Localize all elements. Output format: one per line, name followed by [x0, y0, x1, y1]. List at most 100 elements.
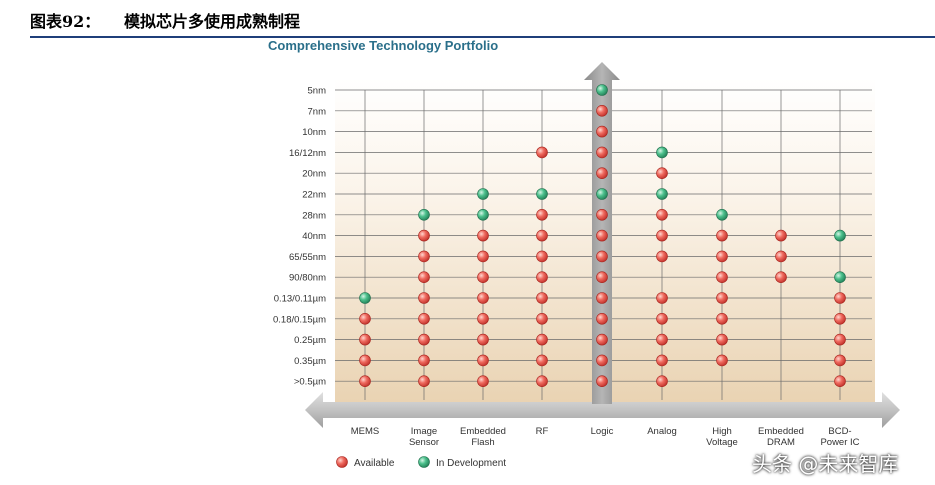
- marker-rf-22nm-in-development: [536, 188, 548, 200]
- marker-rf-0-13-0-11-m-available: [536, 292, 548, 304]
- marker-rf-16-12nm-available: [536, 146, 548, 159]
- marker-mems-0-25-m-available: [359, 333, 371, 346]
- marker-analog-0-5-m-available: [656, 375, 668, 388]
- marker-image-sensor-65-55nm-available: [418, 250, 430, 263]
- marker-image-sensor-0-5-m-available: [418, 375, 430, 388]
- marker-logic-0-18-0-15-m-available: [596, 312, 608, 325]
- node-label: 16/12nm: [289, 148, 326, 159]
- node-labels: 5nm 7nm 10nm 16/12nm 20nm 22nm 28nm 40nm 65/55nm…: [273, 86, 326, 388]
- legend-label-available: Available: [354, 458, 395, 469]
- category-label-analog: Analog: [647, 426, 677, 437]
- legend-swatch-available: [336, 456, 348, 468]
- figure-title: 模拟芯片多使用成熟制程: [124, 12, 301, 31]
- node-label: 40nm: [302, 231, 326, 242]
- marker-embedded-flash-65-55nm-available: [477, 250, 489, 263]
- marker-analog-28nm-available: [656, 209, 668, 221]
- marker-embedded-flash-0-35-m-available: [477, 354, 489, 367]
- marker-logic-0-35-m-available: [596, 354, 608, 367]
- category-labels: MEMS Image Sensor Embedded Flash RF Logic Analo…: [351, 426, 860, 448]
- marker-mems-0-18-0-15-m-available: [359, 312, 371, 325]
- marker-logic-10nm-available: [596, 125, 608, 138]
- marker-logic-16-12nm-available: [596, 146, 608, 159]
- marker-embedded-flash-28nm-in-development: [477, 209, 489, 221]
- marker-image-sensor-0-25-m-available: [418, 333, 430, 346]
- marker-analog-20nm-available: [656, 167, 668, 179]
- markers: [359, 84, 846, 388]
- marker-logic-0-5-m-available: [596, 375, 608, 388]
- marker-high-voltage-0-35-m-available: [716, 354, 728, 367]
- category-label-mems: MEMS: [351, 426, 380, 437]
- marker-embedded-dram-65-55nm-available: [775, 250, 787, 263]
- marker-image-sensor-0-13-0-11-m-available: [418, 292, 430, 304]
- marker-bcd-power-ic-40nm-in-development: [834, 229, 846, 242]
- category-label-image-sensor: Image Sensor: [409, 426, 439, 448]
- marker-mems-0-5-m-available: [359, 375, 371, 388]
- marker-embedded-flash-40nm-available: [477, 229, 489, 242]
- marker-embedded-flash-0-5-m-available: [477, 375, 489, 388]
- marker-analog-40nm-available: [656, 229, 668, 242]
- node-label: 5nm: [308, 86, 327, 97]
- marker-logic-90-80nm-available: [596, 271, 608, 284]
- category-label-logic: Logic: [591, 426, 614, 437]
- marker-rf-0-5-m-available: [536, 375, 548, 388]
- marker-bcd-power-ic-0-5-m-available: [834, 375, 846, 388]
- marker-bcd-power-ic-0-13-0-11-m-available: [834, 292, 846, 304]
- marker-rf-0-35-m-available: [536, 354, 548, 367]
- marker-bcd-power-ic-0-25-m-available: [834, 333, 846, 346]
- chart-title: Comprehensive Technology Portfolio: [268, 38, 499, 53]
- marker-high-voltage-0-25-m-available: [716, 333, 728, 346]
- marker-rf-40nm-available: [536, 229, 548, 242]
- marker-logic-28nm-available: [596, 209, 608, 221]
- marker-logic-20nm-available: [596, 167, 608, 179]
- legend: Available In Development: [336, 456, 506, 469]
- node-label: 7nm: [308, 106, 327, 117]
- category-label-bcd-power-ic: BCD-Power IC: [820, 426, 859, 448]
- marker-embedded-dram-90-80nm-available: [775, 271, 787, 284]
- node-label: 90/80nm: [289, 273, 326, 284]
- marker-mems-0-35-m-available: [359, 354, 371, 367]
- marker-high-voltage-0-18-0-15-m-available: [716, 312, 728, 325]
- node-label: 28nm: [302, 210, 326, 221]
- marker-high-voltage-28nm-in-development: [716, 209, 728, 221]
- figure-header: 图表92： 模拟芯片多使用成熟制程: [30, 6, 935, 38]
- node-label: 0.35µm: [294, 356, 326, 367]
- marker-image-sensor-28nm-in-development: [418, 209, 430, 221]
- figure-label: 图表92：: [30, 12, 101, 31]
- marker-analog-16-12nm-in-development: [656, 146, 668, 159]
- node-label: 20nm: [302, 169, 326, 180]
- node-label: 0.18/0.15µm: [273, 314, 326, 325]
- marker-embedded-flash-90-80nm-available: [477, 271, 489, 284]
- legend-label-in-development: In Development: [436, 458, 506, 469]
- marker-high-voltage-0-13-0-11-m-available: [716, 292, 728, 304]
- marker-high-voltage-40nm-available: [716, 229, 728, 242]
- marker-logic-22nm-in-development: [596, 188, 608, 200]
- marker-rf-90-80nm-available: [536, 271, 548, 284]
- marker-embedded-flash-22nm-in-development: [477, 188, 489, 200]
- marker-analog-0-18-0-15-m-available: [656, 312, 668, 325]
- node-label: >0.5µm: [294, 377, 326, 388]
- marker-embedded-dram-40nm-available: [775, 229, 787, 242]
- marker-high-voltage-90-80nm-available: [716, 271, 728, 284]
- marker-embedded-flash-0-13-0-11-m-available: [477, 292, 489, 304]
- marker-logic-7nm-available: [596, 105, 608, 117]
- horizontal-axis-arrow: [305, 392, 900, 428]
- node-label: 10nm: [302, 127, 326, 138]
- category-label-high-voltage: High Voltage: [706, 426, 738, 448]
- marker-image-sensor-90-80nm-available: [418, 271, 430, 284]
- marker-mems-0-13-0-11-m-in-development: [359, 292, 371, 304]
- marker-embedded-flash-0-25-m-available: [477, 333, 489, 346]
- node-label: 0.13/0.11µm: [274, 294, 326, 305]
- category-label-embedded-dram: Embedded DRAM: [758, 426, 804, 448]
- marker-rf-0-18-0-15-m-available: [536, 312, 548, 325]
- watermark: 头条 @未来智库: [752, 452, 899, 476]
- node-label: 22nm: [302, 190, 326, 201]
- marker-rf-28nm-available: [536, 209, 548, 221]
- category-label-rf: RF: [536, 426, 549, 437]
- marker-logic-0-25-m-available: [596, 333, 608, 346]
- category-label-embedded-flash: Embedded Flash: [460, 426, 506, 448]
- marker-bcd-power-ic-90-80nm-in-development: [834, 271, 846, 284]
- marker-image-sensor-0-35-m-available: [418, 354, 430, 367]
- marker-rf-65-55nm-available: [536, 250, 548, 263]
- marker-analog-0-35-m-available: [656, 354, 668, 367]
- marker-logic-0-13-0-11-m-available: [596, 292, 608, 304]
